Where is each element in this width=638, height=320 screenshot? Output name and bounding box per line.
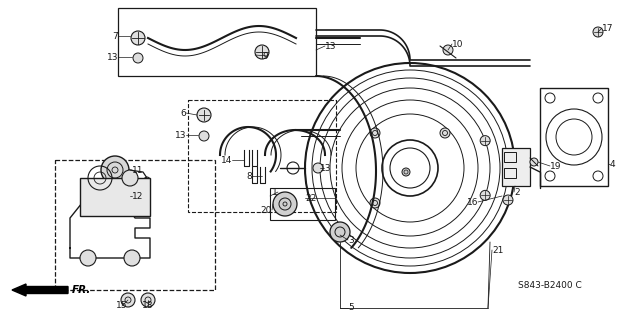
Circle shape xyxy=(443,45,453,55)
Text: 10: 10 xyxy=(452,39,463,49)
Circle shape xyxy=(101,156,129,184)
Circle shape xyxy=(440,128,450,138)
Circle shape xyxy=(313,163,323,173)
Text: 7: 7 xyxy=(112,31,118,41)
Text: 2: 2 xyxy=(514,188,519,196)
Circle shape xyxy=(480,190,490,200)
Text: 5: 5 xyxy=(348,303,353,313)
Text: 12: 12 xyxy=(132,191,144,201)
Circle shape xyxy=(255,45,269,59)
Bar xyxy=(504,168,516,178)
Text: 4: 4 xyxy=(610,159,616,169)
Text: 13: 13 xyxy=(175,131,186,140)
Circle shape xyxy=(530,158,538,166)
Text: 16: 16 xyxy=(466,197,478,206)
Bar xyxy=(80,178,150,216)
Bar xyxy=(504,152,516,162)
Circle shape xyxy=(370,128,380,138)
Text: 19: 19 xyxy=(550,162,561,171)
Text: 8: 8 xyxy=(246,172,252,180)
Bar xyxy=(502,148,530,186)
Text: 22: 22 xyxy=(305,194,316,203)
Text: 1: 1 xyxy=(272,188,278,196)
Text: 17: 17 xyxy=(602,23,614,33)
Text: 13: 13 xyxy=(320,164,332,172)
Text: 20: 20 xyxy=(261,205,272,214)
Text: 18: 18 xyxy=(142,301,154,310)
Bar xyxy=(118,8,316,76)
Text: 11: 11 xyxy=(132,165,144,174)
Circle shape xyxy=(330,222,350,242)
FancyArrow shape xyxy=(12,284,68,296)
Circle shape xyxy=(402,168,410,176)
Text: 21: 21 xyxy=(492,245,503,254)
Bar xyxy=(540,88,608,186)
Bar xyxy=(270,188,335,220)
Circle shape xyxy=(273,192,297,216)
Circle shape xyxy=(370,198,380,208)
Circle shape xyxy=(503,195,513,205)
Bar xyxy=(55,160,215,290)
Text: 3: 3 xyxy=(348,236,353,244)
Circle shape xyxy=(480,136,490,146)
Circle shape xyxy=(141,293,155,307)
Circle shape xyxy=(124,250,140,266)
Circle shape xyxy=(80,250,96,266)
Circle shape xyxy=(121,293,135,307)
Circle shape xyxy=(197,108,211,122)
Text: 14: 14 xyxy=(221,156,232,164)
Circle shape xyxy=(199,131,209,141)
Circle shape xyxy=(133,53,143,63)
Text: 6: 6 xyxy=(181,108,186,117)
Text: 13: 13 xyxy=(107,52,118,61)
Circle shape xyxy=(305,63,515,273)
Bar xyxy=(188,100,336,212)
Circle shape xyxy=(122,170,138,186)
Text: FR.: FR. xyxy=(72,285,91,295)
Circle shape xyxy=(593,27,603,37)
Text: 9: 9 xyxy=(262,52,268,60)
Text: S843-B2400 C: S843-B2400 C xyxy=(518,281,582,290)
Text: 13: 13 xyxy=(325,42,336,51)
Circle shape xyxy=(131,31,145,45)
Text: 15: 15 xyxy=(116,301,128,310)
